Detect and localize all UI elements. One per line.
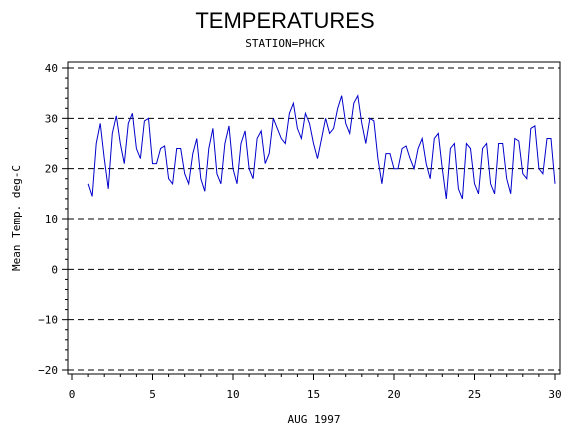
x-tick-label: 20: [387, 388, 400, 401]
x-axis-label: AUG 1997: [288, 413, 341, 426]
y-tick-label: 20: [45, 163, 58, 176]
y-tick-label: 40: [45, 62, 58, 75]
x-tick-label: 5: [149, 388, 156, 401]
x-tick-label: 15: [307, 388, 320, 401]
y-tick-label: 30: [45, 112, 58, 125]
x-tick-label: 25: [468, 388, 481, 401]
grid-layer: [68, 67, 560, 371]
x-tick-label: 10: [226, 388, 239, 401]
x-tick-label: 0: [69, 388, 76, 401]
x-tick-label: 30: [548, 388, 561, 401]
plot-frame: [67, 61, 561, 375]
y-axis: −20 −10 0 10 20 30 40: [38, 62, 68, 377]
y-tick-label: −20: [38, 364, 58, 377]
series-layer: [87, 94, 556, 200]
y-tick-label: −10: [38, 314, 58, 327]
chart-subtitle: STATION=PHCK: [245, 37, 325, 50]
y-axis-label: Mean Temp. deg-C: [10, 165, 23, 271]
chart-title: TEMPERATURES: [195, 8, 374, 33]
series-line: [87, 94, 556, 200]
y-tick-label: 0: [51, 263, 58, 276]
y-tick-label: 10: [45, 213, 58, 226]
x-axis: 0 5 10 15 20 25 30: [69, 374, 562, 401]
